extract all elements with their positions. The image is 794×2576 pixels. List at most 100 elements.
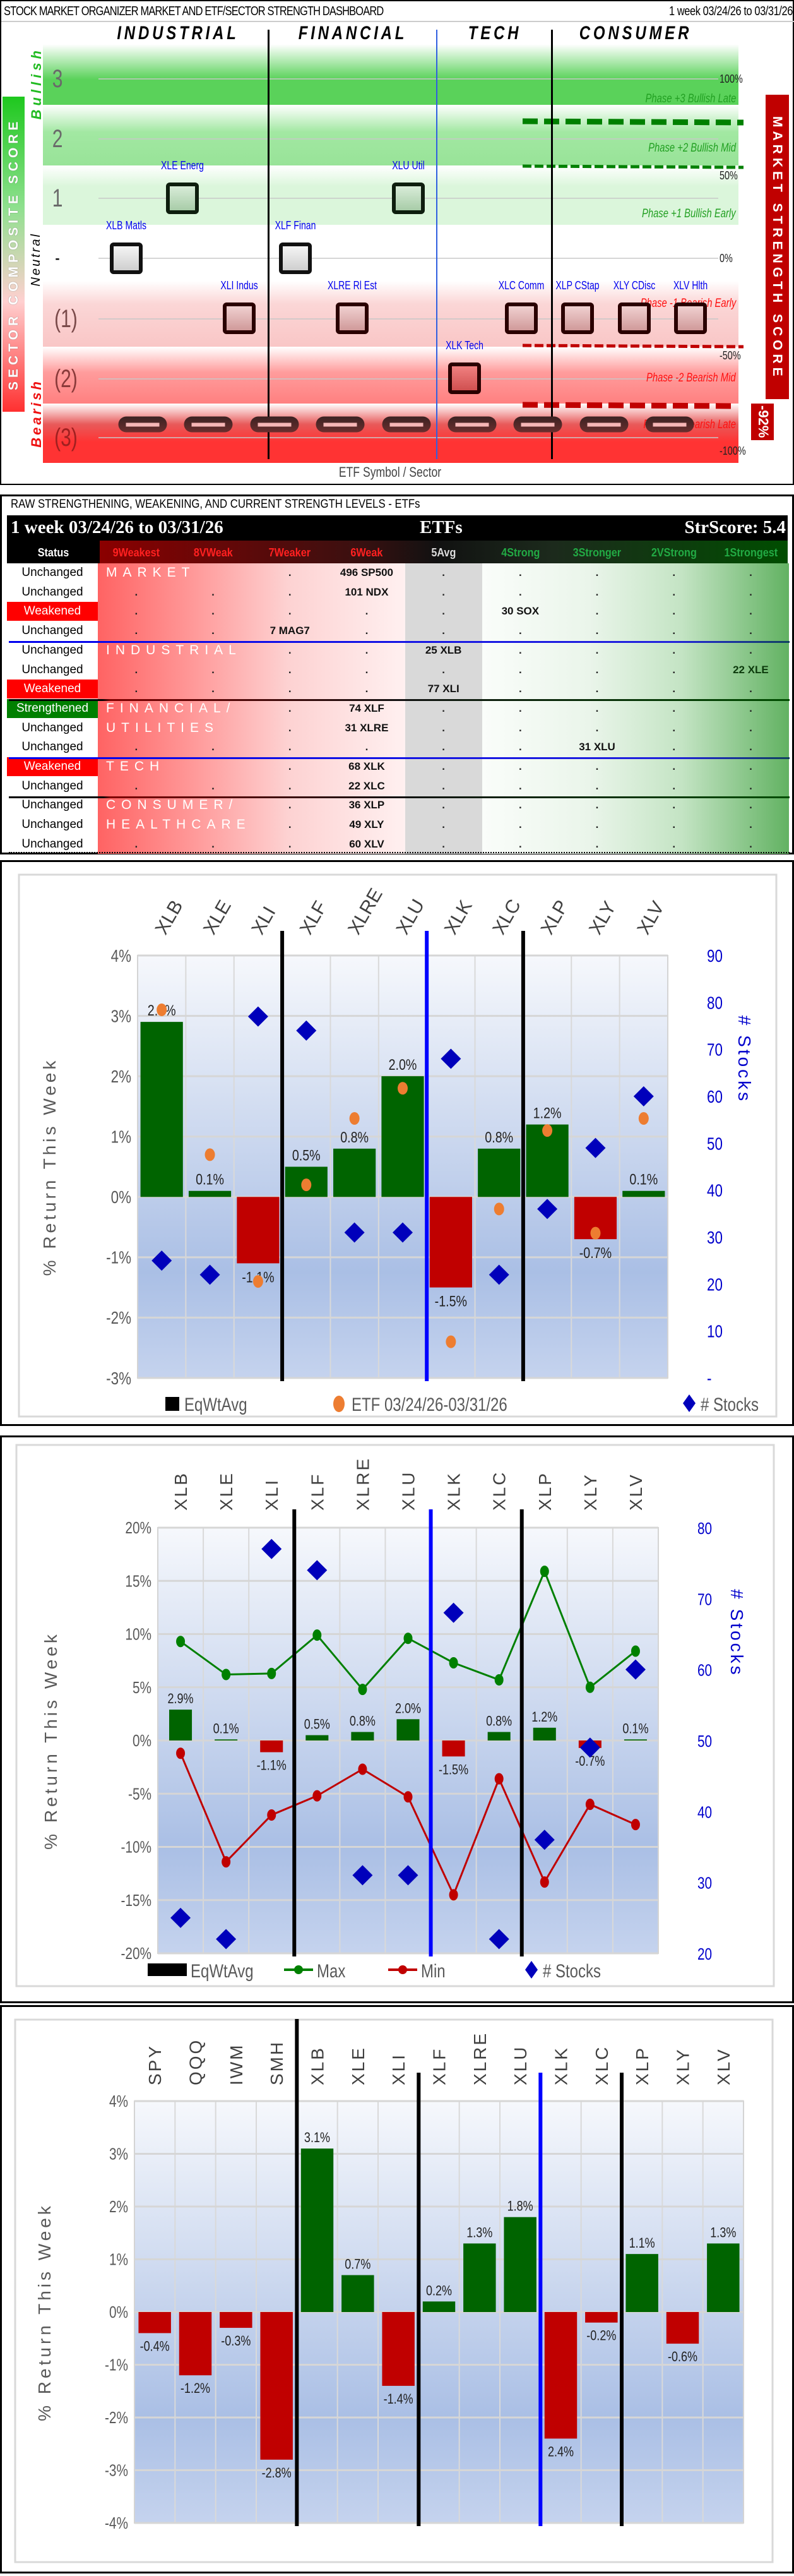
bar-data-label: 0.8% — [485, 1129, 513, 1146]
line-point-max — [222, 1668, 231, 1680]
value-cell: 496 SP500 — [340, 566, 393, 578]
y2-tick-label: 20 — [697, 1945, 712, 1963]
bar-data-label: 0.5% — [304, 1717, 330, 1732]
line-point-max — [494, 1674, 504, 1686]
bar-data-label: 0.7% — [345, 2257, 370, 2272]
market-strength-marker — [513, 416, 562, 433]
bar-data-label: -0.7% — [579, 1244, 612, 1261]
empty-cell: . — [365, 683, 369, 695]
level-label: (3) — [54, 424, 78, 452]
empty-cell: . — [518, 799, 522, 812]
y-tick-label: 0% — [133, 1732, 151, 1750]
table-period: 1 week 03/24/26 to 03/31/26 — [11, 517, 223, 537]
line-point-max — [403, 1632, 413, 1644]
y2-tick-label: 80 — [697, 1519, 712, 1538]
bar — [624, 1739, 647, 1740]
etf-return-point — [204, 1148, 215, 1161]
y2-tick-label: 50 — [697, 1732, 712, 1751]
y-tick-label: 15% — [125, 1572, 151, 1590]
empty-cell: . — [442, 741, 445, 753]
sector-label: TECH — [106, 759, 165, 774]
column-header-8vweak: 8VWeak — [193, 546, 233, 559]
bar-data-label: 0.1% — [622, 1722, 648, 1737]
y2-tick-label: 20 — [707, 1275, 723, 1295]
empty-cell: . — [134, 741, 138, 753]
value-cell: 36 XLP — [348, 799, 385, 812]
empty-cell: . — [672, 721, 676, 734]
table-bottom-rule — [9, 852, 790, 853]
empty-cell: . — [442, 702, 445, 714]
category-label: XLI — [389, 2053, 408, 2085]
etf-marker — [222, 303, 256, 334]
y2-tick-label: 70 — [707, 1040, 723, 1060]
empty-cell: . — [365, 741, 369, 753]
category-label: XLE — [348, 2046, 368, 2085]
bar-data-label: -0.3% — [221, 2333, 251, 2349]
stock-count-point — [170, 1907, 191, 1928]
separator-industrial — [9, 699, 790, 701]
category-label: XLV — [626, 1473, 646, 1511]
empty-cell: . — [442, 799, 445, 812]
stock-count-point — [352, 1865, 373, 1886]
column-header-5avg: 5Avg — [431, 546, 456, 559]
bar-data-label: -1.1% — [257, 1758, 287, 1773]
bar-data-label: 0.8% — [486, 1714, 512, 1729]
empty-cell: . — [595, 683, 599, 695]
status-cell: Unchanged — [21, 721, 83, 734]
legend-label: # Stocks — [543, 1960, 601, 1981]
empty-cell: . — [749, 799, 752, 812]
bar — [422, 2301, 456, 2312]
percent-label: 0% — [720, 252, 733, 265]
empty-cell: . — [672, 837, 676, 850]
y-tick-label: -4% — [105, 2514, 128, 2532]
category-label: XLV — [714, 2047, 733, 2085]
empty-cell: . — [442, 625, 445, 637]
category-label: SPY — [145, 2044, 165, 2085]
category-label: XLY — [673, 2047, 693, 2085]
table-body-weak-gradient — [98, 563, 405, 854]
value-cell: 25 XLB — [425, 644, 462, 656]
divider-industrial-financial — [268, 30, 270, 459]
empty-cell: . — [134, 605, 138, 618]
value-cell: 7 MAG7 — [270, 625, 310, 637]
empty-cell: . — [134, 779, 138, 792]
status-cell: Unchanged — [21, 566, 83, 579]
empty-cell: . — [749, 818, 752, 831]
empty-cell: . — [442, 837, 445, 850]
category-label: XLC — [592, 2046, 612, 2085]
empty-cell: . — [211, 683, 215, 695]
bar — [622, 1190, 665, 1197]
empty-cell: . — [288, 566, 292, 578]
empty-cell: . — [442, 585, 445, 598]
bar-data-label: 2.4% — [548, 2445, 574, 2460]
empty-cell: . — [672, 741, 676, 753]
legend-swatch-diamond — [525, 1961, 538, 1979]
y2-tick-label: 50 — [707, 1134, 723, 1154]
empty-cell: . — [672, 779, 676, 792]
bullish-label: Bullish — [28, 47, 44, 120]
bar — [478, 1148, 521, 1197]
threshold-dash-bearish-early — [522, 344, 744, 349]
empty-cell: . — [518, 837, 522, 850]
empty-cell: . — [518, 760, 522, 772]
empty-cell: . — [518, 818, 522, 831]
line-point-max — [540, 1566, 549, 1578]
status-cell: Weakened — [7, 680, 98, 699]
etf-marker — [504, 303, 538, 334]
empty-cell: . — [595, 799, 599, 812]
chart-sector-returns-range: -20% -15% -10% -5% 0% 5% 10% 15% 20% 20 30 40 50 60 70… — [0, 1435, 794, 2003]
etf-return-point — [301, 1178, 312, 1192]
sector-header-tech: TECH — [468, 23, 522, 44]
y2-tick-label: 90 — [707, 947, 723, 966]
empty-cell: . — [442, 566, 445, 578]
line-point-max — [267, 1667, 276, 1679]
status-cell: Weakened — [7, 602, 98, 621]
empty-cell: . — [442, 760, 445, 772]
line-point-max — [358, 1684, 367, 1696]
bar — [305, 1735, 329, 1740]
bar — [140, 1022, 183, 1197]
empty-cell: . — [211, 741, 215, 753]
market-strength-axis-bar — [766, 95, 789, 399]
market-strength-value-box — [751, 404, 774, 440]
stock-count-point — [489, 1929, 509, 1950]
